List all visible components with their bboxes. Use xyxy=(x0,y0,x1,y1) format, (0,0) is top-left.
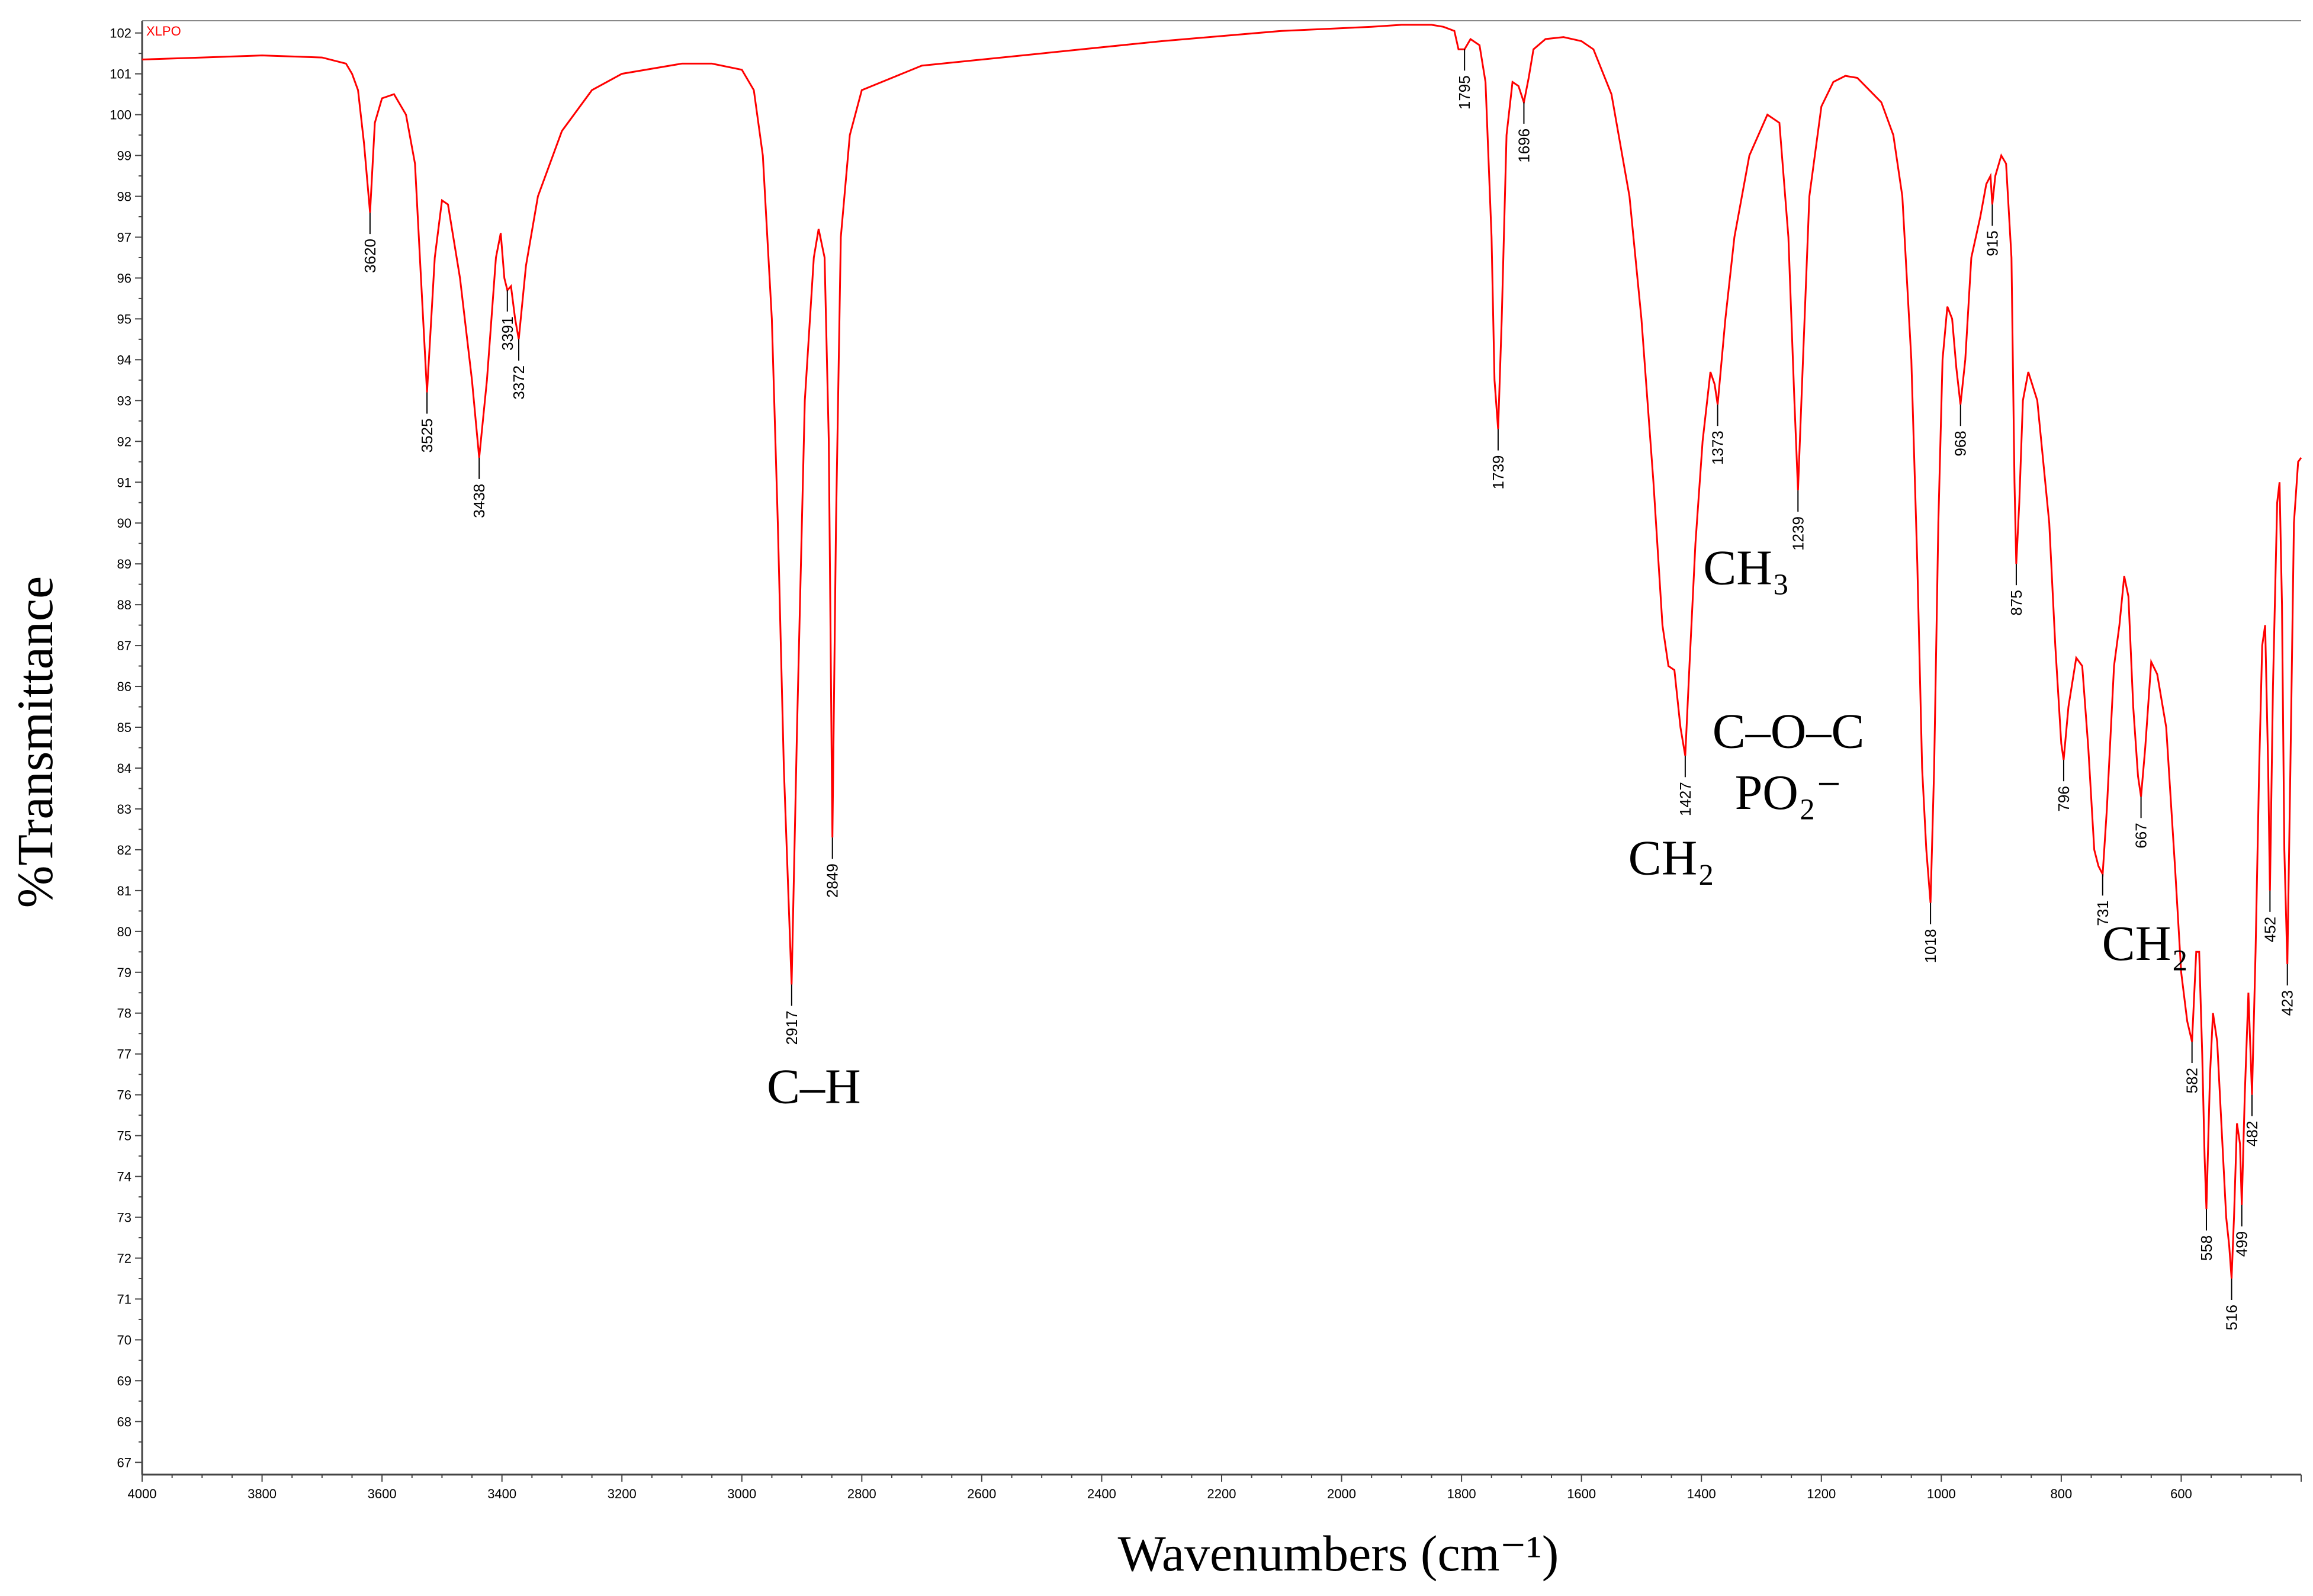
series-legend-label: XLPO xyxy=(146,24,181,38)
y-tick-label: 89 xyxy=(117,557,131,571)
group-annotation: CH₂ xyxy=(1628,830,1715,885)
x-tick-label: 1600 xyxy=(1567,1486,1596,1501)
x-tick-label: 2400 xyxy=(1087,1486,1116,1501)
y-tick-label: 93 xyxy=(117,393,131,408)
y-tick-label: 80 xyxy=(117,924,131,939)
peak-label: 3620 xyxy=(361,239,379,273)
peak-label: 3438 xyxy=(470,484,488,518)
x-tick-label: 600 xyxy=(2170,1486,2192,1501)
y-tick-label: 72 xyxy=(117,1251,131,1266)
y-axis-label: %Transmittance xyxy=(7,576,63,908)
x-ticks: 4000 3800 3600 3400 3200 3000 2800 2600 2400 2200… xyxy=(128,1475,2302,1501)
peak-label: 516 xyxy=(2223,1305,2241,1330)
group-annotation: PO₂⁻ xyxy=(1735,765,1842,820)
peak-label: 482 xyxy=(2243,1121,2261,1147)
y-tick-label: 101 xyxy=(110,67,131,82)
peak-label: 3391 xyxy=(499,316,516,351)
x-tick-label: 1800 xyxy=(1447,1486,1476,1501)
y-tick-label: 87 xyxy=(117,638,131,653)
peak-label: 1427 xyxy=(1676,782,1694,816)
spectrum-line xyxy=(142,24,2302,1279)
y-tick-label: 98 xyxy=(117,190,131,204)
y-tick-label: 84 xyxy=(117,761,131,776)
y-tick-label: 88 xyxy=(117,598,131,612)
y-tick-label: 81 xyxy=(117,884,131,898)
y-tick-label: 78 xyxy=(117,1006,131,1021)
y-tick-label: 92 xyxy=(117,434,131,449)
y-tick-label: 73 xyxy=(117,1210,131,1225)
group-annotation: CH₃ xyxy=(1703,541,1790,596)
y-tick-label: 97 xyxy=(117,230,131,245)
x-tick-label: 3200 xyxy=(608,1486,637,1501)
y-tick-label: 86 xyxy=(117,679,131,694)
x-tick-label: 4000 xyxy=(128,1486,157,1501)
x-tick-label: 2800 xyxy=(847,1486,876,1501)
peak-label: 796 xyxy=(2055,786,2073,811)
y-tick-label: 76 xyxy=(117,1088,131,1103)
x-tick-label: 1400 xyxy=(1687,1486,1716,1501)
y-tick-label: 79 xyxy=(117,965,131,980)
y-tick-label: 69 xyxy=(117,1373,131,1388)
x-tick-label: 800 xyxy=(2051,1486,2073,1501)
y-tick-label: 67 xyxy=(117,1455,131,1470)
x-tick-label: 3600 xyxy=(368,1486,397,1501)
peak-label: 731 xyxy=(2094,900,2112,926)
x-tick-label: 2200 xyxy=(1207,1486,1236,1501)
y-tick-label: 91 xyxy=(117,475,131,490)
peak-label: 452 xyxy=(2261,917,2279,942)
peak-label: 3525 xyxy=(418,419,436,453)
group-annotation: C–H xyxy=(767,1059,861,1114)
peak-label: 423 xyxy=(2279,990,2296,1016)
y-tick-label: 70 xyxy=(117,1332,131,1347)
peak-label: 1795 xyxy=(1456,75,1473,110)
peak-label: 499 xyxy=(2233,1231,2251,1257)
y-tick-label: 95 xyxy=(117,312,131,326)
x-tick-label: 2000 xyxy=(1327,1486,1356,1501)
y-tick-label: 90 xyxy=(117,516,131,531)
peak-label: 915 xyxy=(1983,230,2001,256)
peak-label: 1373 xyxy=(1709,431,1727,465)
x-tick-label: 3000 xyxy=(727,1486,756,1501)
y-tick-label: 102 xyxy=(110,26,131,41)
y-tick-label: 74 xyxy=(117,1170,131,1184)
peak-label: 3372 xyxy=(510,365,528,400)
peak-labels: 3620 3525 3438 3391 3372 2917 2849 1795 1739 1696… xyxy=(361,49,2296,1330)
peak-label: 558 xyxy=(2198,1235,2215,1261)
y-tick-label: 96 xyxy=(117,271,131,285)
x-axis-label: Wavenumbers (cm⁻¹) xyxy=(1118,1525,1559,1582)
peak-label: 1018 xyxy=(1922,929,1939,964)
peak-label: 968 xyxy=(1952,431,1970,456)
y-tick-label: 85 xyxy=(117,720,131,735)
peak-label: 1696 xyxy=(1515,129,1533,163)
group-annotation: CH₂ xyxy=(2102,916,2189,971)
x-tick-label: 3400 xyxy=(487,1486,516,1501)
y-tick-label: 82 xyxy=(117,843,131,858)
peak-label: 1739 xyxy=(1489,455,1507,490)
peak-label: 582 xyxy=(2183,1068,2201,1093)
peak-label: 1239 xyxy=(1789,516,1807,551)
x-tick-label: 3800 xyxy=(248,1486,277,1501)
peak-label: 667 xyxy=(2132,823,2150,848)
peak-label: 2849 xyxy=(824,863,841,898)
group-annotations: C–H CH₃ C–O–C PO₂⁻ CH₂ CH₂ xyxy=(767,541,2189,1115)
y-tick-label: 75 xyxy=(117,1129,131,1144)
group-annotation: C–O–C xyxy=(1713,704,1865,759)
y-ticks: 67 68 69 70 71 72 73 74 75 76 77 78 79 80 81 82 83 84 85 86… xyxy=(110,26,142,1470)
y-tick-label: 83 xyxy=(117,802,131,817)
peak-label: 875 xyxy=(2007,590,2025,615)
peak-label: 2917 xyxy=(783,1010,801,1045)
x-tick-label: 2600 xyxy=(967,1486,996,1501)
y-tick-label: 99 xyxy=(117,149,131,163)
y-tick-label: 94 xyxy=(117,352,131,367)
x-tick-label: 1000 xyxy=(1927,1486,1956,1501)
y-tick-label: 77 xyxy=(117,1047,131,1062)
y-tick-label: 68 xyxy=(117,1414,131,1429)
x-tick-label: 1200 xyxy=(1807,1486,1836,1501)
y-tick-label: 71 xyxy=(117,1292,131,1306)
y-tick-label: 100 xyxy=(110,108,131,123)
